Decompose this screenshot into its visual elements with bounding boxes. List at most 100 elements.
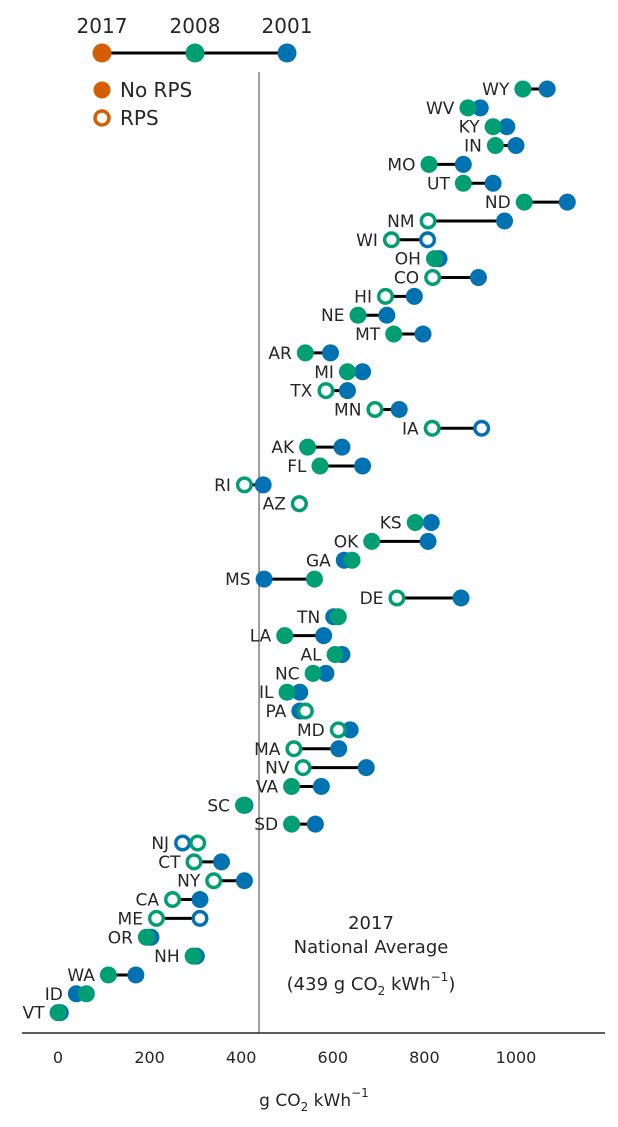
x-axis-ticks: 0 200 400 600 800 1000 [53,1048,536,1067]
state-row-hi: HI [354,287,423,307]
point-2001-ri [254,476,272,494]
point-2017-md [329,721,347,739]
state-row-ms: MS [225,570,323,590]
state-row-az: AZ [263,495,308,515]
state-label-nc: NC [275,664,300,684]
annotation-title: National Average [294,937,449,958]
state-label-wa: WA [67,966,95,986]
annotation-year: 2017 [348,913,394,934]
state-label-az: AZ [263,495,286,515]
state-row-vt: VT [22,1004,69,1024]
state-label-ct: CT [158,853,181,873]
annotation-value: (439 g CO2 kWh−1) [287,970,456,998]
state-label-me: ME [118,909,143,929]
state-label-wv: WV [426,99,455,119]
year-legend: 2017 2008 2001 [77,14,312,63]
point-2017-ks [406,514,424,532]
point-2001-me [191,909,209,927]
state-row-nv: NV [265,759,375,779]
x-tick-label-0: 0 [53,1048,63,1067]
state-row-ca: CA [136,891,209,911]
point-2017-mo [420,155,438,173]
point-2017-ga [343,551,361,569]
point-2017-ok [363,532,381,550]
state-row-mt: MT [355,325,432,345]
point-2001-wy [538,80,556,98]
year-legend-label-2017: 2017 [77,14,128,38]
point-2017-or [137,928,155,946]
point-2017-wi [382,231,400,249]
point-2017-az [290,495,308,513]
x-tick-label-1000: 1000 [496,1048,537,1067]
year-legend-label-2008: 2008 [170,14,221,38]
state-row-ks: KS [380,514,440,534]
point-2001-ia [473,419,491,437]
state-label-oh: OH [395,250,421,270]
state-label-wy: WY [482,80,510,100]
state-label-vt: VT [22,1004,45,1024]
point-2017-de [388,589,406,607]
year-legend-dot-2001 [277,43,297,63]
state-label-mt: MT [355,325,381,345]
point-2017-mt [385,325,403,343]
point-2017-al [326,646,344,663]
state-label-ne: NE [321,306,344,326]
point-2017-nd [515,193,533,211]
point-2001-fl [354,457,372,475]
legend-no-rps-marker [93,81,111,99]
point-2001-mo [454,155,472,173]
point-2001-hi [405,287,423,305]
point-2001-ut [484,174,502,192]
state-row-co: CO [394,269,487,289]
state-label-ks: KS [380,514,402,534]
state-label-mn: MN [334,400,361,420]
state-label-mi: MI [314,363,334,383]
point-2001-ks [422,514,440,532]
x-tick-label-800: 800 [409,1048,440,1067]
point-2001-nj [174,834,192,852]
state-row-ar: AR [268,344,340,364]
state-label-ia: IA [402,419,419,439]
legend-no-rps-label: No RPS [120,78,192,102]
point-2001-ct [213,853,231,871]
point-2017-ut [454,174,472,192]
state-row-nm: NM [387,212,514,232]
state-row-ri: RI [214,476,272,496]
point-2017-ak [299,438,317,456]
point-2001-ky [498,118,516,136]
state-row-tx: TX [289,382,356,402]
point-2017-hi [376,287,394,305]
x-tick-label-200: 200 [134,1048,165,1067]
point-2001-nc [317,664,335,682]
state-row-wv: WV [426,99,489,119]
state-label-nv: NV [265,759,290,779]
state-row-ma: MA [254,740,348,760]
state-label-hi: HI [354,287,372,307]
state-label-tx: TX [289,382,312,402]
point-2017-wv [459,99,477,117]
national-average-annotation: 2017 National Average (439 g CO2 kWh−1) [287,913,456,998]
rps-legend: No RPS RPS [93,78,192,130]
point-2001-nm [496,212,514,230]
point-2017-fl [311,457,329,475]
point-2017-wy [514,80,532,98]
state-row-id: ID [45,985,95,1005]
state-row-oh: OH [395,250,448,270]
point-2001-nv [357,759,375,777]
state-label-ma: MA [254,740,281,760]
state-label-pa: PA [266,702,287,722]
point-2001-co [469,269,487,286]
point-2017-nh [184,947,202,965]
state-row-ut: UT [427,174,502,194]
state-row-al: AL [300,646,351,666]
state-label-ut: UT [427,174,450,194]
state-label-al: AL [300,646,322,666]
state-row-il: IL [259,683,309,703]
point-2017-tn [329,608,347,626]
point-2001-mt [414,325,432,343]
state-label-in: IN [464,137,482,157]
state-row-mi: MI [314,363,372,383]
state-row-nd: ND [485,193,576,213]
state-label-va: VA [256,777,279,797]
